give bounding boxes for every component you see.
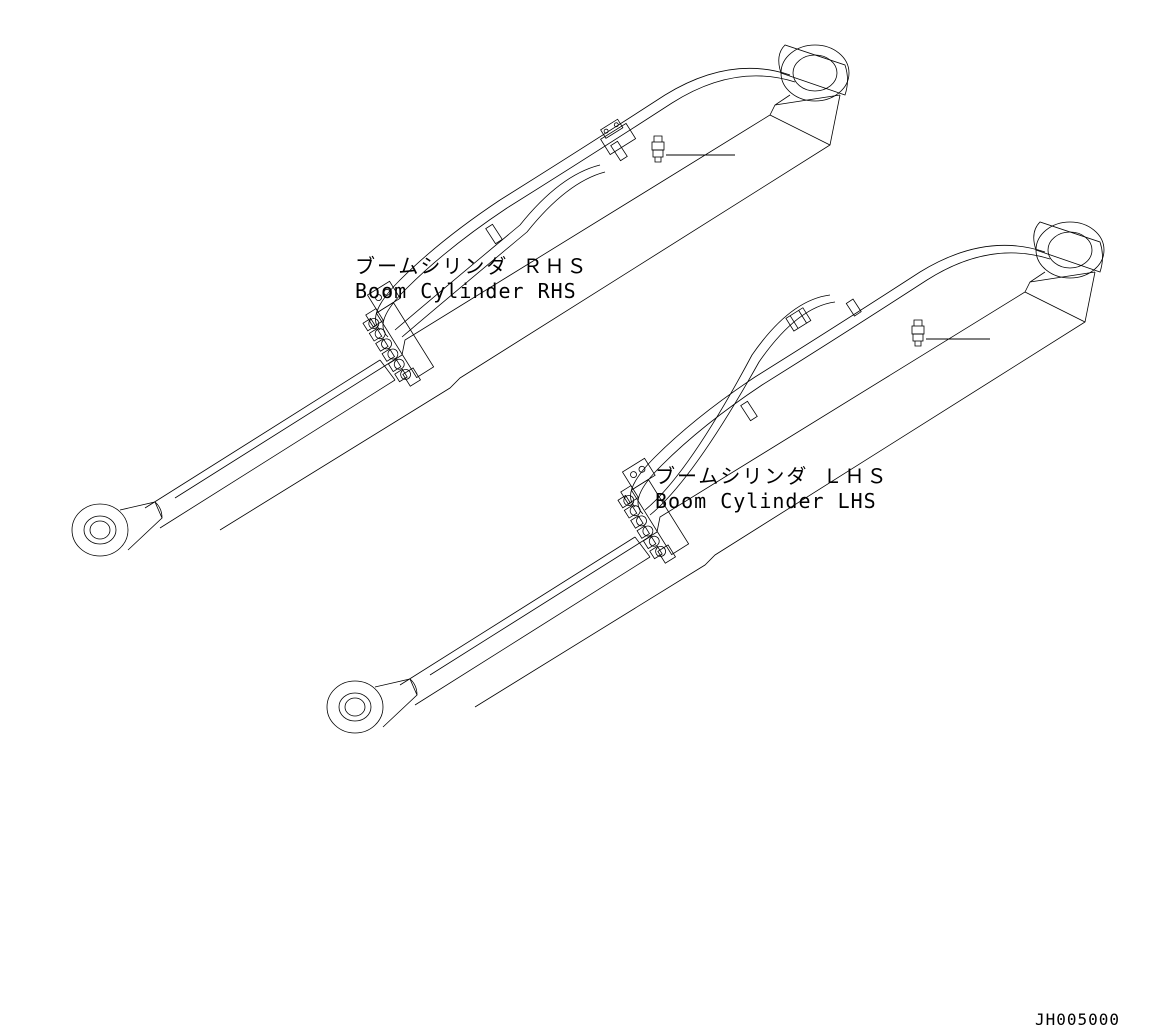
label-rhs: ブームシリンダ ＲＨＳ Boom Cylinder RHS	[355, 250, 588, 303]
label-lhs: ブームシリンダ ＬＨＳ Boom Cylinder LHS	[655, 460, 888, 513]
label-rhs-en: Boom Cylinder RHS	[355, 279, 588, 303]
label-rhs-jp: ブームシリンダ ＲＨＳ	[355, 250, 588, 279]
drawing-number: JH005000	[1035, 1010, 1120, 1029]
technical-drawing	[0, 0, 1163, 1036]
label-lhs-jp: ブームシリンダ ＬＨＳ	[655, 460, 888, 489]
label-lhs-en: Boom Cylinder LHS	[655, 489, 888, 513]
diagram-container: ブームシリンダ ＲＨＳ Boom Cylinder RHS ブームシリンダ ＬＨ…	[0, 0, 1163, 1036]
